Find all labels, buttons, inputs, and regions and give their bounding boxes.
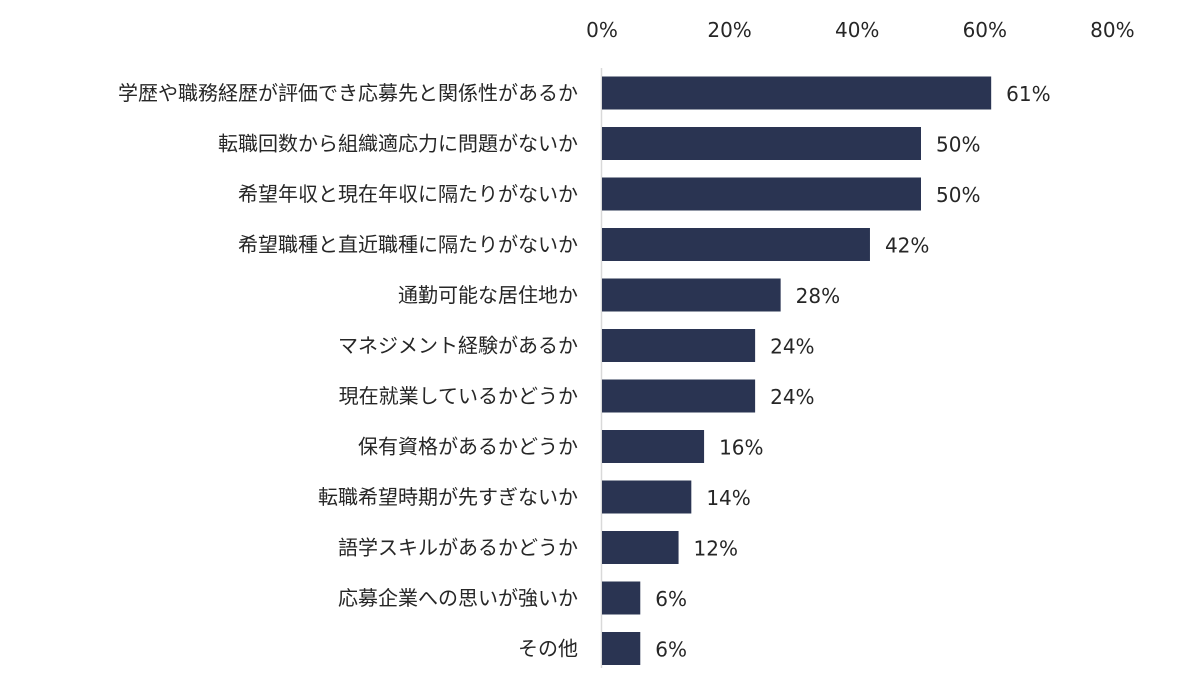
category-label: 希望年収と現在年収に隔たりがないか xyxy=(238,182,578,206)
category-label: 学歴や職務経歴が評価でき応募先と関係性があるか xyxy=(118,81,578,105)
category-label: 希望職種と直近職種に隔たりがないか xyxy=(238,233,578,257)
category-label: 保有資格があるかどうか xyxy=(358,435,578,459)
data-label: 16% xyxy=(719,436,763,460)
bar xyxy=(602,177,921,211)
category-label: 転職希望時期が先すぎないか xyxy=(318,485,578,509)
data-label: 24% xyxy=(770,385,814,409)
category-label: その他 xyxy=(518,637,578,661)
category-label: マネジメント経験があるか xyxy=(338,334,578,358)
bar xyxy=(602,127,921,160)
category-label: 現在就業しているかどうか xyxy=(339,384,578,408)
category-label: 通勤可能な居住地か xyxy=(398,283,578,307)
data-label: 50% xyxy=(936,183,980,207)
category-label: 転職回数から組織適応力に問題がないか xyxy=(218,132,578,156)
bar xyxy=(602,480,692,514)
category-label: 語学スキルがあるかどうか xyxy=(338,536,578,560)
x-tick-label: 60% xyxy=(963,18,1007,42)
data-label: 42% xyxy=(885,234,929,258)
data-label: 12% xyxy=(694,537,738,561)
bar xyxy=(602,228,870,261)
data-label: 50% xyxy=(936,133,980,157)
x-tick-label: 80% xyxy=(1090,18,1134,42)
data-label: 6% xyxy=(655,587,687,611)
bar xyxy=(602,430,705,463)
x-tick-label: 20% xyxy=(707,18,751,42)
x-tick-label: 40% xyxy=(835,18,879,42)
data-label: 28% xyxy=(796,284,840,308)
bar xyxy=(602,531,679,564)
data-label: 6% xyxy=(655,638,687,662)
bar xyxy=(602,632,641,665)
bar xyxy=(602,379,756,413)
bar xyxy=(602,329,756,362)
data-label: 14% xyxy=(706,486,750,510)
data-label: 61% xyxy=(1006,82,1050,106)
bar xyxy=(602,76,992,110)
bar xyxy=(602,581,641,615)
data-label: 24% xyxy=(770,335,814,359)
bar xyxy=(602,278,781,312)
x-tick-label: 0% xyxy=(586,18,618,42)
category-label: 応募企業への思いが強いか xyxy=(338,586,578,610)
